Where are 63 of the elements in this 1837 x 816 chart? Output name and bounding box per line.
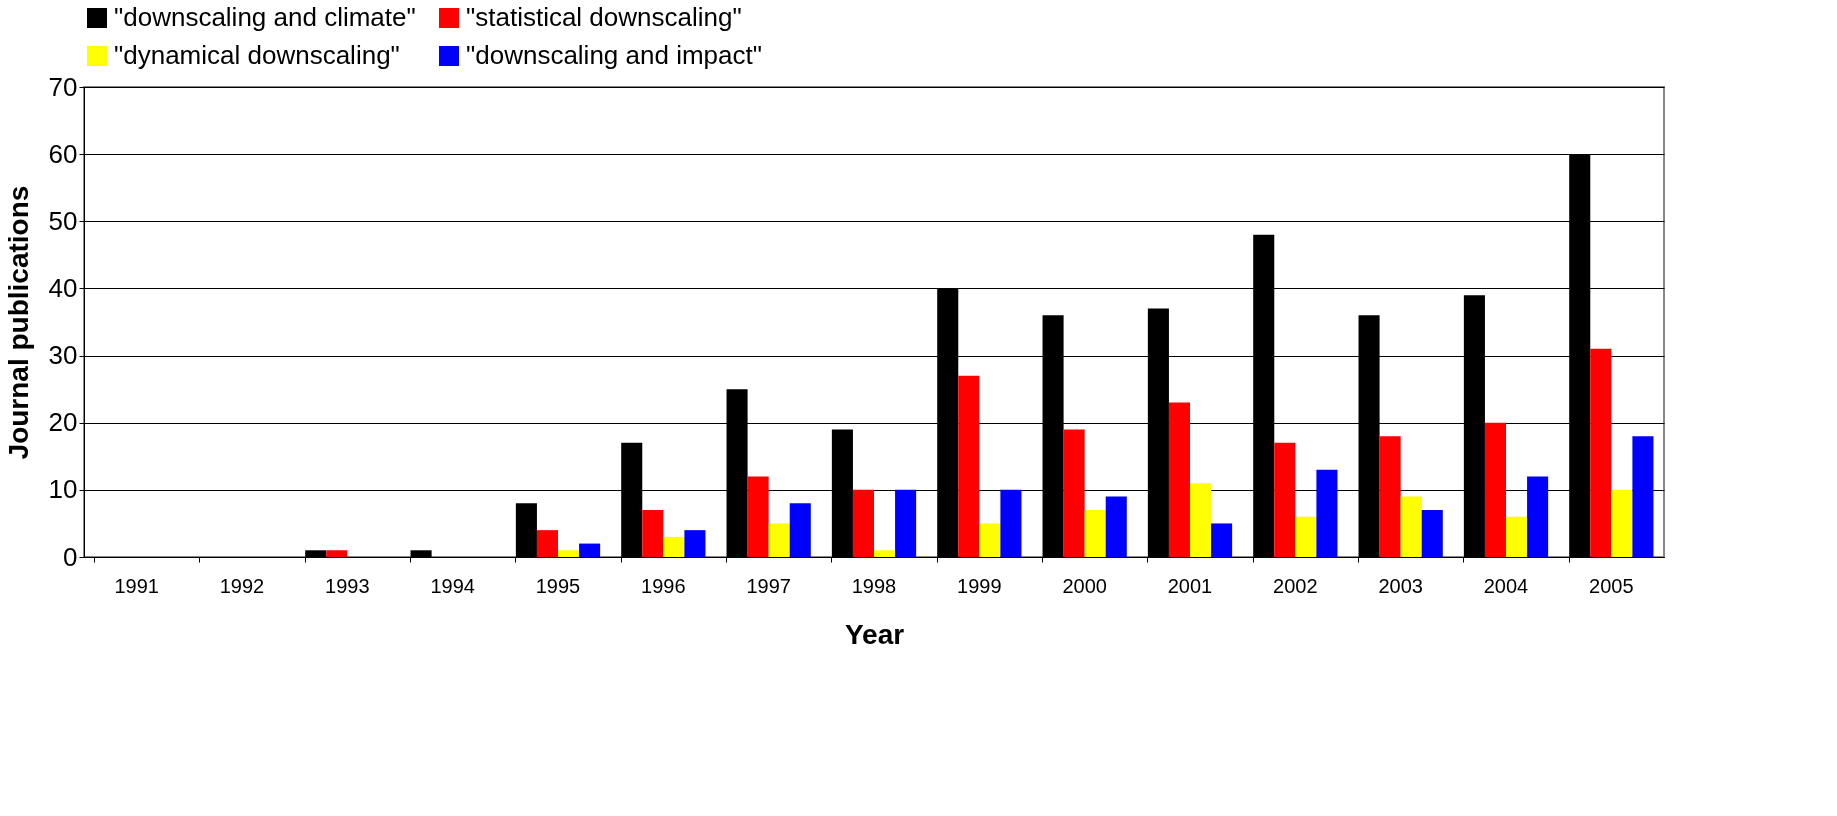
bar bbox=[1000, 489, 1022, 557]
bar bbox=[642, 510, 664, 557]
bar bbox=[1063, 429, 1085, 557]
bar bbox=[874, 550, 896, 557]
bar bbox=[579, 543, 601, 557]
x-tick-label: 1992 bbox=[219, 574, 265, 597]
x-tick-label: 1994 bbox=[430, 574, 475, 597]
x-tick-label: 1995 bbox=[535, 574, 581, 597]
x-tick-label: 1996 bbox=[641, 574, 686, 597]
bar bbox=[326, 550, 348, 557]
x-tick-label: 2005 bbox=[1589, 574, 1634, 597]
y-tick-label: 0 bbox=[63, 541, 78, 572]
legend-label: "downscaling and impact" bbox=[466, 40, 762, 70]
bar bbox=[979, 523, 1001, 557]
bar bbox=[747, 476, 769, 557]
y-tick-label: 30 bbox=[48, 340, 78, 371]
y-tick-label: 20 bbox=[48, 407, 78, 438]
x-tick-label: 1997 bbox=[746, 574, 791, 597]
x-tick-label: 2003 bbox=[1378, 574, 1423, 597]
bar bbox=[852, 489, 874, 557]
y-tick-label: 70 bbox=[48, 71, 78, 102]
bar bbox=[895, 489, 917, 557]
bar bbox=[663, 536, 685, 557]
bar bbox=[536, 530, 558, 557]
y-tick-label: 60 bbox=[48, 138, 78, 169]
x-tick-label: 1991 bbox=[114, 574, 159, 597]
x-tick-label: 2004 bbox=[1483, 574, 1529, 597]
bar bbox=[1168, 402, 1190, 557]
bar bbox=[789, 503, 811, 557]
bar bbox=[1527, 476, 1549, 557]
bar bbox=[1274, 442, 1296, 557]
bar bbox=[684, 530, 706, 557]
x-tick-label: 2001 bbox=[1167, 574, 1213, 597]
legend-label: "statistical downscaling" bbox=[466, 2, 742, 32]
bar bbox=[1316, 469, 1338, 557]
x-axis-title: Year bbox=[844, 618, 905, 650]
legend-label: "downscaling and climate" bbox=[114, 2, 416, 32]
bar bbox=[1506, 516, 1528, 557]
bar bbox=[1084, 510, 1106, 557]
bar bbox=[1611, 489, 1633, 557]
bar bbox=[1295, 516, 1317, 557]
x-tick-label: 1993 bbox=[325, 574, 370, 597]
y-tick-label: 50 bbox=[48, 205, 78, 236]
bar bbox=[1632, 436, 1654, 557]
x-tick-label: 1998 bbox=[851, 574, 897, 597]
bar bbox=[1190, 483, 1212, 557]
x-tick-label: 2002 bbox=[1273, 574, 1318, 597]
x-tick-label: 1999 bbox=[957, 574, 1002, 597]
bar bbox=[1400, 496, 1422, 557]
bar bbox=[1105, 496, 1127, 557]
bar bbox=[1421, 510, 1443, 557]
bar bbox=[958, 375, 980, 557]
bar bbox=[558, 550, 580, 557]
legend-label: "dynamical downscaling" bbox=[114, 40, 400, 70]
x-tick-label: 2000 bbox=[1062, 574, 1107, 597]
y-tick-label: 10 bbox=[48, 474, 78, 505]
bar bbox=[1590, 348, 1612, 557]
bar bbox=[1211, 523, 1233, 557]
bar bbox=[1379, 436, 1401, 557]
bar bbox=[1484, 422, 1506, 557]
y-axis-title: Journal publications bbox=[2, 185, 34, 460]
y-tick-label: 40 bbox=[48, 272, 78, 303]
bar bbox=[768, 523, 790, 557]
